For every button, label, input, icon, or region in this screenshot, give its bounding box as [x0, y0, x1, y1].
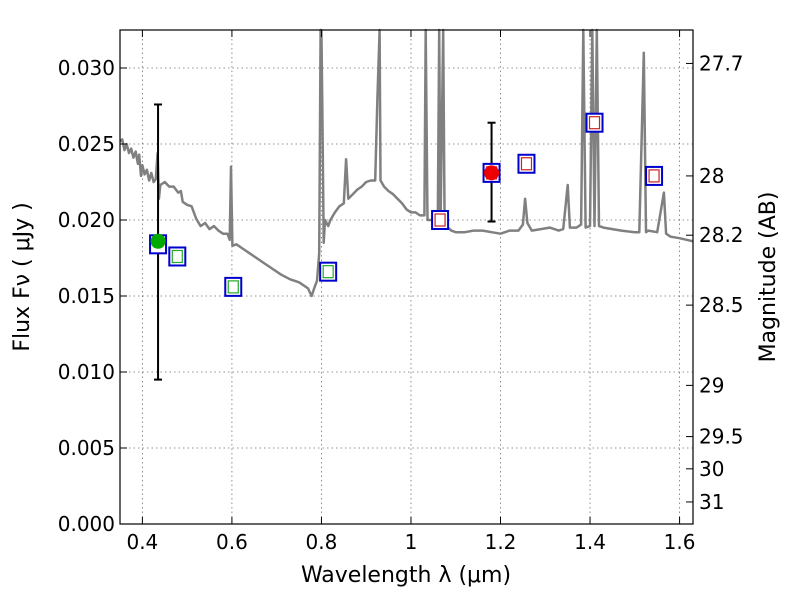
model-photometry-point [434, 213, 446, 227]
right-tick-label: 28 [699, 164, 724, 188]
right-tick-label: 29.5 [699, 425, 744, 449]
measurement-point [150, 233, 166, 249]
y-tick-label: 0.015 [58, 284, 115, 308]
right-tick-label: 28.2 [699, 223, 744, 247]
x-tick-label: 0.8 [306, 530, 338, 554]
x-tick-label: 1.2 [485, 530, 517, 554]
grid [120, 30, 693, 524]
right-tick-label: 27.7 [699, 51, 744, 75]
x-tick-label: 0.6 [216, 530, 248, 554]
y-tick-label: 0.010 [58, 360, 115, 384]
y-axis-right: 27.7 28 28.2 28.5 29 29.5 30 31 [686, 51, 744, 514]
y-axis-right-label: Magnitude (AB) [756, 192, 781, 363]
y-axis-left: 0.000 0.005 0.010 0.015 0.020 0.025 0.030 [58, 56, 127, 536]
measurement-markers [150, 165, 500, 249]
model-photometry-point [648, 169, 660, 183]
photometry-point [645, 165, 664, 186]
right-tick-label: 30 [699, 457, 724, 481]
plot-frame [119, 29, 694, 525]
model-photometry-point [227, 280, 239, 294]
right-tick-label: 28.5 [699, 293, 744, 317]
y-tick-label: 0.000 [58, 512, 115, 536]
x-tick-label: 1 [405, 530, 418, 554]
y-tick-label: 0.030 [58, 56, 115, 80]
photometry-point [224, 276, 243, 297]
x-tick-label: 1.6 [664, 530, 696, 554]
model-photometry-point [588, 116, 601, 130]
y-axis-label: Flux Fν ( μJy ) [10, 202, 35, 351]
x-tick-label: 1.4 [574, 530, 606, 554]
x-tick-label: 0.4 [126, 530, 158, 554]
model-spectrum-line [119, 28, 694, 298]
y-tick-label: 0.020 [58, 208, 115, 232]
model-photometry-point [520, 157, 533, 171]
y-tick-label: 0.025 [58, 132, 115, 156]
x-axis-label: Wavelength λ (μm) [301, 563, 511, 588]
model-photometry-point [171, 249, 183, 264]
model-photometry-point [322, 265, 334, 279]
photometry-point [431, 210, 450, 230]
x-axis: 0.4 0.6 0.8 1 1.2 1.4 1.6 [126, 30, 695, 554]
right-tick-label: 31 [699, 490, 724, 514]
y-tick-label: 0.005 [58, 436, 115, 460]
photometry-point [585, 112, 604, 133]
model-spectrum-layer [119, 28, 694, 298]
right-tick-label: 29 [699, 373, 724, 397]
measurement-point [484, 165, 500, 181]
photometry-point [517, 153, 536, 174]
photometry-point [319, 261, 338, 282]
photometry-point [168, 246, 187, 267]
